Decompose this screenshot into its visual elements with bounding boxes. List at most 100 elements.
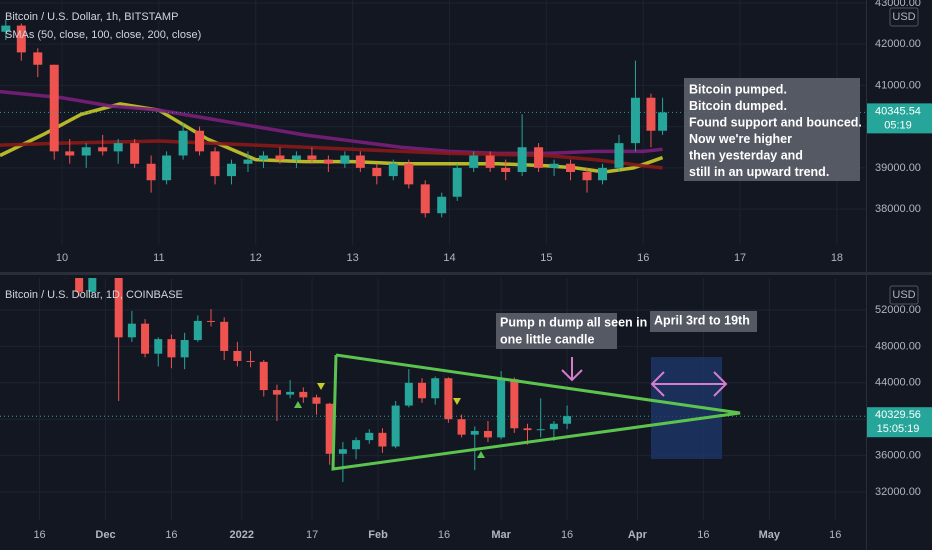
candle-body	[113, 143, 123, 152]
candle-body	[614, 143, 624, 168]
y-tick-label: 38000.00	[875, 203, 921, 215]
x-tick-label: 12	[250, 252, 262, 264]
candle-body	[338, 449, 347, 454]
candle-body	[325, 403, 334, 454]
x-tick-label: 11	[153, 252, 164, 264]
annotation-box	[684, 78, 860, 181]
x-tick-label: Mar	[491, 529, 511, 541]
candle-body	[299, 391, 308, 398]
arrow-head	[561, 369, 583, 382]
signal-marker	[317, 383, 325, 390]
annotation-box	[496, 313, 617, 349]
candle-body	[220, 321, 229, 351]
y-tick-label: 44000.00	[875, 377, 921, 389]
candle-body	[195, 130, 205, 152]
candle-body	[233, 350, 242, 361]
candle-body	[162, 155, 172, 181]
candle-body	[193, 320, 202, 341]
currency-box	[889, 285, 919, 305]
candle-body	[372, 167, 382, 177]
countdown: 15:05:19	[877, 423, 920, 435]
y-tick-label: 36000.00	[875, 449, 921, 461]
x-tick-label: 16	[829, 529, 841, 541]
signal-marker	[477, 451, 485, 458]
y-tick-label: 39000.00	[875, 162, 921, 174]
y-tick-label: 41000.00	[875, 79, 921, 91]
candle-body	[114, 278, 123, 338]
x-tick-label: 17	[734, 252, 746, 264]
candle-body	[378, 432, 387, 447]
candle-body	[246, 360, 255, 362]
triangle-pattern	[331, 353, 741, 471]
y-tick-label: 52000.00	[875, 304, 921, 316]
candle-body	[65, 151, 75, 156]
candle-body	[1, 25, 11, 32]
candle-body	[340, 155, 350, 164]
candle-body	[49, 64, 59, 152]
currency-label: USD	[892, 11, 915, 23]
x-tick-label: 16	[165, 529, 177, 541]
price-badge	[867, 407, 932, 438]
overlay: 40345.54 05:19 USD Bitcoin / U.S. Dollar, 1…	[5, 7, 932, 438]
candle-body	[517, 147, 527, 172]
chart-title: Bitcoin / U.S. Dollar, 1h, BITSTAMP	[5, 11, 178, 23]
candle-body	[457, 419, 466, 435]
signal-marker	[453, 398, 461, 405]
candle-body	[352, 440, 361, 450]
candle-body	[598, 167, 608, 181]
currency-label: USD	[892, 289, 915, 301]
candle-body	[418, 382, 427, 399]
candle-body	[207, 320, 216, 322]
x-tick-label: Dec	[95, 529, 115, 541]
candle-body	[404, 163, 414, 185]
candle-body	[630, 97, 640, 144]
candle-body	[141, 323, 150, 354]
candle-body	[534, 147, 544, 168]
x-tick-label: 13	[346, 252, 358, 264]
candle-body	[523, 428, 532, 431]
annotation-text: Bitcoin dumped.	[689, 99, 787, 113]
candle-body	[323, 159, 333, 164]
annotation-text: still in an upward trend.	[689, 165, 829, 179]
candles	[0, 19, 668, 218]
candle-body	[497, 379, 506, 438]
x-tick-label: 16	[438, 529, 450, 541]
annotation-text: one little candle	[500, 332, 595, 346]
candle-body	[437, 196, 447, 214]
price-badge	[867, 103, 932, 134]
moving-average	[0, 102, 664, 174]
y-tick-label: 48000.00	[875, 340, 921, 352]
arrow-head	[650, 371, 665, 397]
chart-title: Bitcoin / U.S. Dollar, 1D, COINBASE	[5, 289, 183, 301]
candle-body	[566, 163, 576, 172]
candle-body	[391, 405, 400, 447]
candle-body	[483, 431, 492, 438]
candle-body	[291, 155, 301, 160]
candle-body	[404, 382, 413, 406]
candle-body	[88, 278, 97, 292]
annotation-text: April 3rd to 19th	[654, 313, 750, 327]
x-tick-label: 17	[306, 529, 318, 541]
candle-body	[130, 143, 140, 164]
candle-body	[510, 379, 519, 429]
candle-body	[167, 339, 176, 358]
candle-body	[127, 323, 136, 338]
candle-body	[469, 155, 479, 168]
annotation-text: then yesterday and	[689, 148, 803, 162]
moving-average	[0, 89, 663, 156]
candle-body	[275, 155, 285, 160]
candle-body	[180, 340, 189, 358]
candle-body	[355, 155, 365, 168]
x-tick-label: Apr	[628, 529, 648, 541]
x-tick-label: 16	[561, 529, 573, 541]
x-tick-label: 14	[443, 252, 455, 264]
annotation-text: Pump n dump all seen in	[500, 315, 647, 329]
candle-body	[658, 112, 668, 131]
annotation-box	[650, 311, 757, 332]
y-tick-label: 43000.00	[875, 0, 921, 9]
candle-body	[98, 147, 108, 152]
x-tick-label: 16	[33, 529, 45, 541]
annotation-text: Bitcoin pumped.	[689, 82, 787, 96]
candle-body	[365, 432, 374, 441]
